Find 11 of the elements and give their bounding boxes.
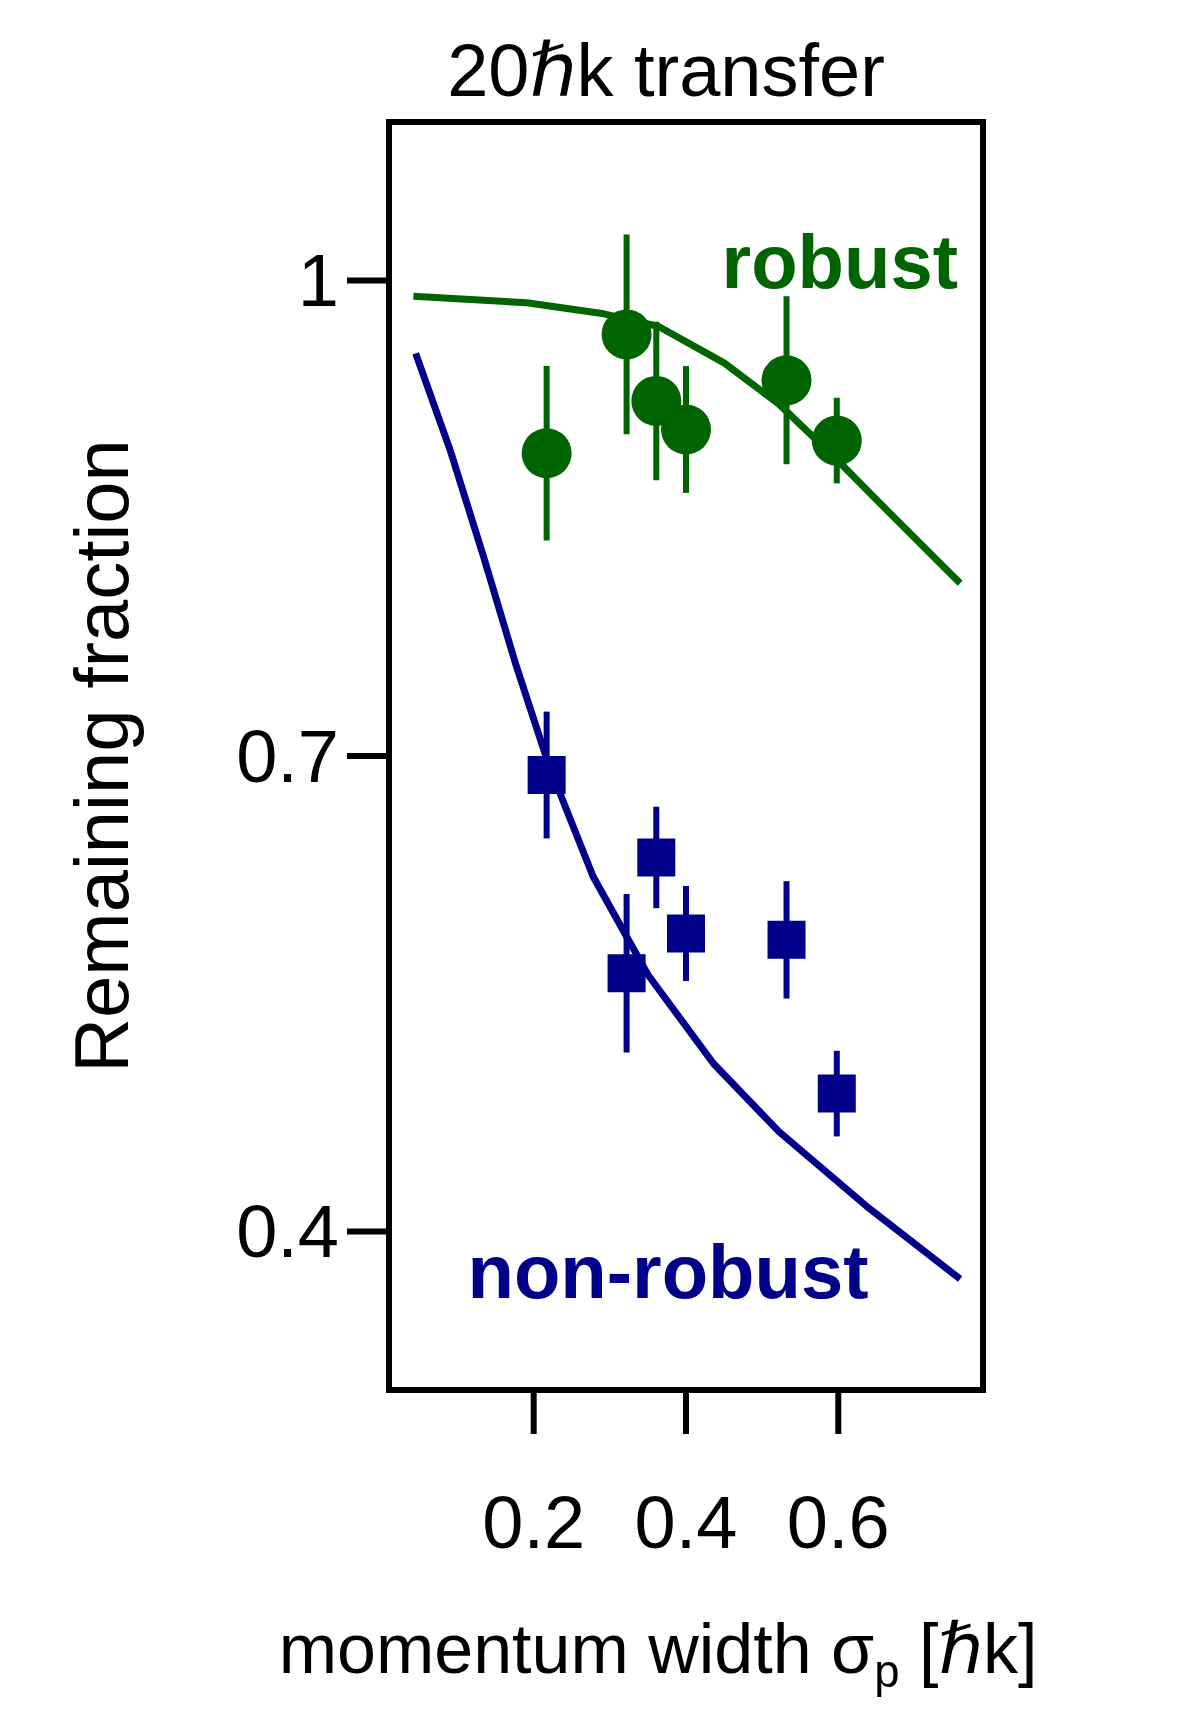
series-label: non-robust (467, 1229, 869, 1314)
y-axis-title: Remaining fraction (59, 439, 144, 1073)
x-tick-label: 0.4 (634, 1481, 738, 1564)
chart-title: 20ℏk transfer (447, 29, 885, 112)
y-tick-label: 0.4 (236, 1190, 339, 1274)
x-axis-title: momentum width σ$_{p}$ [ℏk] (278, 1610, 1038, 1697)
y-tick-label: 0.7 (236, 714, 339, 798)
x-tick-label: 0.2 (482, 1481, 586, 1564)
x-tick-label: 0.6 (786, 1481, 890, 1564)
y-tick-label: 1 (297, 239, 339, 323)
series-label: robust (721, 219, 958, 304)
